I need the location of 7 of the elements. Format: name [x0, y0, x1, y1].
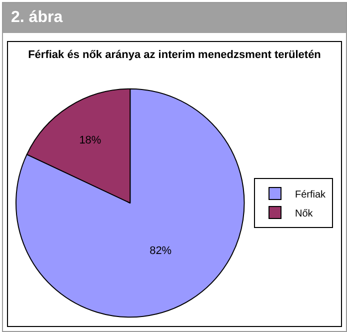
legend-label: Nők	[295, 208, 314, 220]
legend-label: Férfiak	[295, 189, 327, 200]
data-label: 82%	[150, 245, 172, 258]
text: 2. ábra	[3, 3, 346, 33]
chart-title: Férfiak és nők aránya az interim menedzsment területén	[28, 49, 322, 62]
pie-slice	[16, 88, 245, 318]
data-label: 18%	[79, 134, 102, 146]
